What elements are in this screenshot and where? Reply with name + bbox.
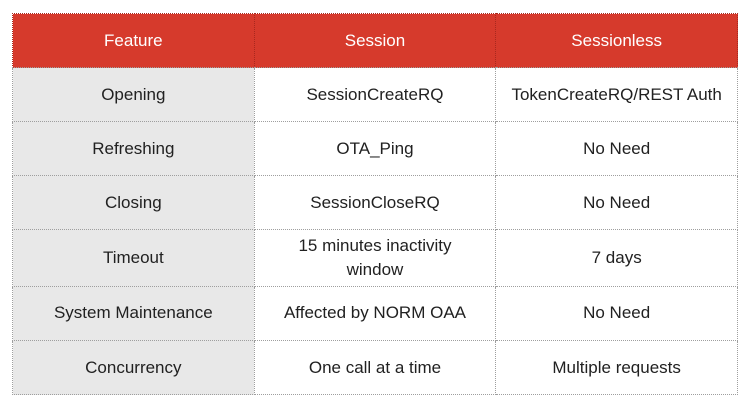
sessionless-cell: Multiple requests xyxy=(495,339,738,396)
session-cell: One call at a time xyxy=(253,339,497,396)
table-row-refreshing: Refreshing OTA_Ping No Need xyxy=(12,121,738,177)
sessionless-cell: 7 days xyxy=(495,229,738,287)
sessionless-cell: No Need xyxy=(495,121,738,177)
table-row-timeout: Timeout 15 minutes inactivity window 7 d… xyxy=(12,229,738,287)
session-cell: OTA_Ping xyxy=(253,121,497,177)
feature-cell: Opening xyxy=(12,66,255,123)
table-body: Opening SessionCreateRQ TokenCreateRQ/RE… xyxy=(12,66,738,396)
table-row-closing: Closing SessionCloseRQ No Need xyxy=(12,175,738,231)
session-comparison-table: Feature Session Sessionless Opening Sess… xyxy=(12,13,738,396)
sessionless-cell: TokenCreateRQ/REST Auth xyxy=(495,66,738,123)
table-row-concurrency: Concurrency One call at a time Multiple … xyxy=(12,339,738,396)
sessionless-cell: No Need xyxy=(495,175,738,231)
feature-cell: Concurrency xyxy=(12,339,255,396)
table-header: Feature Session Sessionless xyxy=(12,13,738,68)
table-row-system-maintenance: System Maintenance Affected by NORM OAA … xyxy=(12,285,738,341)
session-cell: 15 minutes inactivity window xyxy=(253,229,497,287)
feature-cell: Refreshing xyxy=(12,121,255,177)
feature-cell: System Maintenance xyxy=(12,285,255,341)
header-cell-sessionless: Sessionless xyxy=(495,13,738,68)
header-cell-feature: Feature xyxy=(12,13,255,68)
session-cell: Affected by NORM OAA xyxy=(253,285,497,341)
session-cell: SessionCreateRQ xyxy=(253,66,497,123)
header-cell-session: Session xyxy=(253,13,497,68)
sessionless-cell: No Need xyxy=(495,285,738,341)
session-cell: SessionCloseRQ xyxy=(253,175,497,231)
feature-cell: Timeout xyxy=(12,229,255,287)
table-row-opening: Opening SessionCreateRQ TokenCreateRQ/RE… xyxy=(12,66,738,123)
feature-cell: Closing xyxy=(12,175,255,231)
header-row: Feature Session Sessionless xyxy=(12,13,738,68)
